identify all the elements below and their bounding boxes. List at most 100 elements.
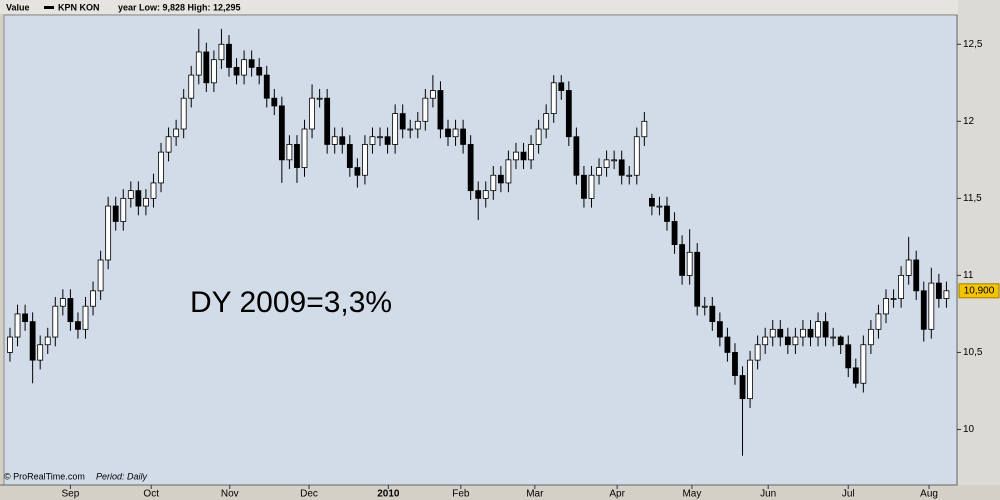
axis-title: Value (6, 2, 30, 12)
legend-swatch (44, 6, 54, 9)
candle-body (724, 336, 731, 353)
candle-body (203, 51, 210, 84)
candle-body (739, 375, 746, 400)
candle-body (150, 182, 157, 199)
candle-body (807, 328, 814, 338)
candle-body (286, 144, 293, 161)
x-tick-label: Feb (452, 489, 470, 500)
candle-body (14, 313, 21, 338)
candle-body (158, 151, 164, 184)
candle-body (278, 105, 285, 161)
candle-body (120, 197, 127, 222)
x-tick-label: Sep (62, 489, 80, 500)
candle-body (226, 43, 232, 68)
candle-body (649, 197, 655, 207)
candle-body (528, 144, 534, 161)
period-label: Period: Daily (96, 471, 148, 481)
candle-body (445, 128, 451, 138)
candle-body (890, 298, 897, 300)
plot-area (3, 14, 958, 486)
candle-body (603, 159, 610, 168)
candle-body (860, 344, 867, 384)
candle-body (664, 205, 670, 222)
candle-body (294, 144, 300, 168)
candle-body (875, 313, 882, 330)
x-tick-label: Dec (300, 489, 318, 500)
candle-body (127, 190, 134, 199)
candle-body (505, 159, 512, 184)
candle-body (377, 136, 383, 139)
candle-body (22, 313, 28, 323)
y-tick-label: 10 (963, 424, 975, 435)
candle-body (135, 190, 142, 207)
candle-body (188, 74, 195, 99)
candle-body (935, 282, 942, 299)
x-tick-label: 2010 (377, 489, 400, 500)
candle-body (490, 174, 497, 192)
last-price-box (958, 283, 1000, 299)
candle-body (233, 66, 240, 76)
candle-body (331, 136, 338, 145)
candle-body (67, 298, 74, 323)
candle-body (210, 59, 217, 84)
candle-body (460, 128, 467, 145)
x-tick-label: Oct (143, 489, 159, 500)
candle-body (354, 167, 361, 176)
candle-body (618, 159, 625, 176)
candle-body (913, 259, 920, 292)
candle-body (44, 336, 51, 346)
candle-body (905, 259, 912, 276)
candle-body (256, 66, 263, 76)
candle-body (626, 174, 633, 177)
x-tick-label: Jul (842, 489, 855, 500)
candle-body (513, 151, 519, 161)
candle-body (845, 344, 852, 369)
candle-body (837, 336, 844, 346)
candle-body (943, 290, 950, 299)
candle-body (679, 244, 686, 276)
candle-body (82, 305, 89, 330)
candle-body (112, 205, 119, 222)
candle-body (309, 97, 315, 130)
candle-body (173, 128, 180, 138)
candle-body (732, 352, 738, 376)
candle-body (482, 190, 489, 199)
candle-body (754, 344, 761, 361)
header-bar (0, 0, 958, 14)
x-tick-label: Nov (221, 489, 239, 500)
footer: © ProRealTime.com (4, 471, 85, 481)
candle-body (633, 136, 640, 176)
candle-body (641, 120, 648, 138)
candle-body (611, 159, 618, 162)
candle-body (762, 336, 769, 346)
candle-body (656, 205, 663, 208)
candle-body (883, 298, 889, 315)
candle-body (769, 328, 776, 338)
candle-body (339, 136, 346, 145)
candle-body (535, 128, 542, 145)
y-tick-label: 11 (963, 270, 974, 281)
candle-body (694, 251, 701, 307)
candle-body (475, 190, 482, 199)
candle-body (800, 328, 806, 338)
candle-body (399, 113, 406, 130)
annotation: DY 2009=3,3% (190, 286, 392, 319)
candle-body (497, 174, 504, 184)
candle-body (301, 128, 308, 168)
candle-body (543, 113, 550, 130)
legend-label: KPN KON (58, 2, 100, 12)
candle-body (581, 174, 587, 199)
y-tick-label: 10,5 (963, 347, 983, 358)
candle-body (596, 167, 602, 176)
x-tick-label: Apr (609, 489, 625, 500)
candle-body (59, 298, 66, 307)
candle-body (384, 136, 391, 145)
candle-body (422, 97, 429, 122)
candle-body (218, 43, 225, 61)
candle-body (324, 97, 331, 145)
x-tick-label: Aug (920, 489, 938, 500)
candle-body (898, 274, 905, 299)
y-tick-label: 12,5 (963, 39, 983, 50)
candle-body (180, 97, 187, 130)
